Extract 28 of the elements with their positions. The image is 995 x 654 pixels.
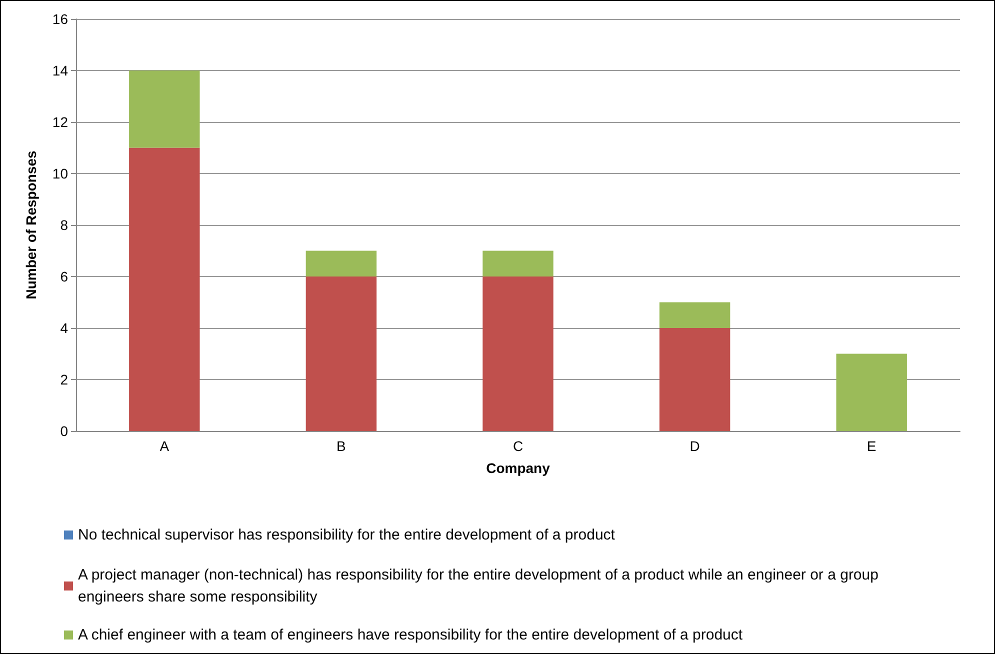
y-tick-label: 2: [60, 372, 68, 388]
x-tick-label: E: [866, 438, 876, 454]
bar: [482, 250, 554, 276]
y-tick-label: 4: [60, 320, 68, 336]
legend-label: A chief engineer with a team of engineers have responsibility for the entire development of a product: [78, 626, 744, 644]
x-axis-title: Company: [486, 460, 550, 476]
bar: [306, 276, 377, 431]
bar: [129, 70, 200, 148]
y-tick-label: 10: [52, 166, 68, 182]
y-axis-title: Number of Responses: [23, 150, 39, 300]
x-tick-label: D: [690, 438, 700, 454]
bar: [659, 302, 730, 328]
bar: [659, 328, 730, 431]
bar: [129, 148, 200, 431]
bar: [836, 354, 907, 431]
y-tick-label: 8: [60, 217, 68, 233]
y-tick-label: 16: [52, 11, 68, 27]
bar: [482, 276, 554, 431]
y-tick-label: 14: [52, 62, 68, 78]
y-tick-label: 12: [52, 114, 68, 130]
x-tick-label: B: [336, 438, 346, 454]
x-tick-label: C: [512, 438, 524, 454]
legend-label: No technical supervisor has responsibility for the entire development of a product: [78, 526, 616, 544]
y-tick-label: 0: [60, 423, 68, 439]
y-tick-label: 6: [60, 268, 68, 284]
x-tick-label: A: [160, 438, 170, 454]
bar: [306, 250, 377, 276]
legend-label: A project manager (non-technical) has responsibility for the entire development of a product while an engineer or a group engineers share some responsibility: [78, 566, 883, 606]
